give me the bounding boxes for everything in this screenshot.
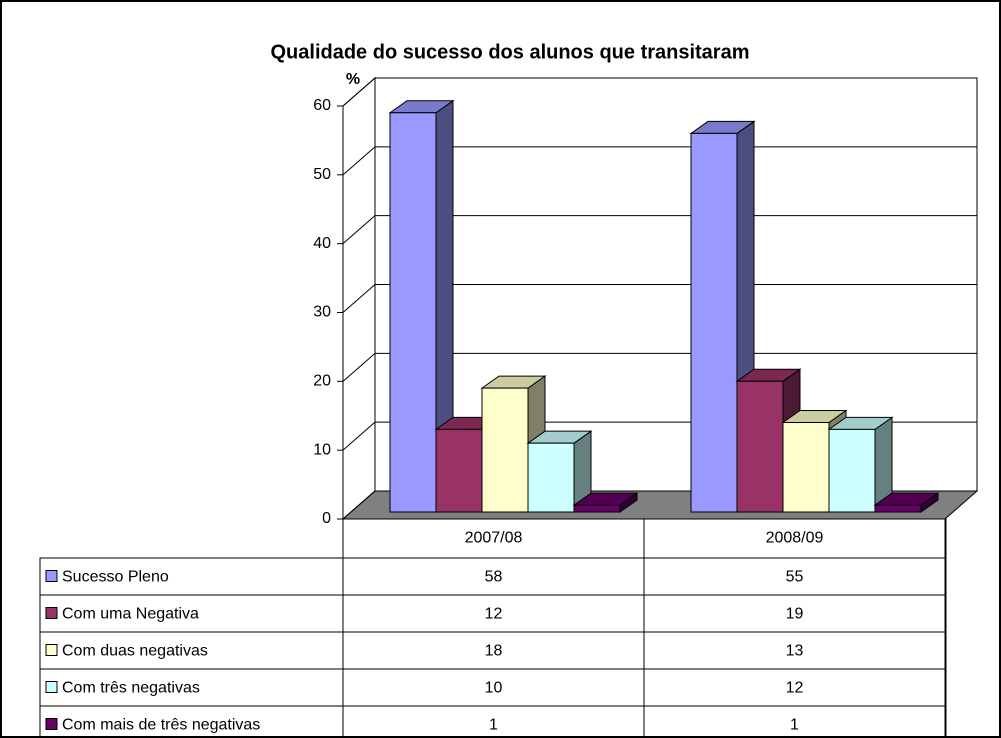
bar bbox=[435, 428, 483, 513]
bar bbox=[828, 428, 876, 513]
grid-line bbox=[342, 146, 977, 176]
table-value: 1 bbox=[790, 717, 799, 734]
bar bbox=[690, 132, 738, 513]
table-value: 12 bbox=[786, 680, 804, 697]
table-value: 10 bbox=[485, 680, 503, 697]
table-value: 13 bbox=[786, 643, 804, 660]
bar bbox=[481, 387, 529, 513]
legend-label: Com uma Negativa bbox=[62, 606, 199, 623]
legend-key bbox=[45, 681, 58, 693]
grid-line bbox=[342, 215, 977, 245]
bar bbox=[389, 112, 437, 513]
table-row bbox=[39, 705, 947, 738]
legend-key bbox=[45, 570, 58, 582]
legend-key bbox=[45, 644, 58, 656]
legend-label: Com três negativas bbox=[62, 680, 200, 697]
bar bbox=[527, 442, 575, 513]
legend-label: Com mais de três negativas bbox=[62, 717, 260, 734]
y-tick-label: 60 bbox=[313, 97, 331, 114]
grid-line bbox=[342, 284, 977, 313]
table-value: 12 bbox=[485, 606, 503, 623]
table-value: 55 bbox=[786, 569, 804, 586]
legend-key bbox=[45, 718, 58, 730]
legend-label: Com duas negativas bbox=[62, 643, 208, 660]
bar bbox=[573, 504, 621, 513]
y-tick-label: 30 bbox=[313, 304, 331, 321]
bar bbox=[874, 504, 922, 513]
legend-key bbox=[45, 607, 58, 619]
x-tick-label: 2007/08 bbox=[465, 530, 523, 547]
table-value: 58 bbox=[485, 569, 503, 586]
y-tick-label: 0 bbox=[322, 510, 331, 527]
y-tick-label: 40 bbox=[313, 235, 331, 252]
y-tick-label: 20 bbox=[313, 373, 331, 390]
table-value: 18 bbox=[485, 643, 503, 660]
y-tick-label: 50 bbox=[313, 166, 331, 183]
table-value: 19 bbox=[786, 606, 804, 623]
legend-label: Sucesso Pleno bbox=[62, 569, 169, 586]
y-axis-label: % bbox=[346, 71, 360, 88]
table-value: 1 bbox=[489, 717, 498, 734]
x-tick-label: 2008/09 bbox=[766, 530, 824, 547]
grid-line bbox=[342, 352, 977, 382]
grid-line bbox=[342, 77, 977, 107]
bar bbox=[782, 422, 830, 513]
bar bbox=[736, 380, 784, 513]
y-tick-label: 10 bbox=[313, 441, 331, 458]
chart-title: Qualidade do sucesso dos alunos que tran… bbox=[270, 41, 749, 63]
